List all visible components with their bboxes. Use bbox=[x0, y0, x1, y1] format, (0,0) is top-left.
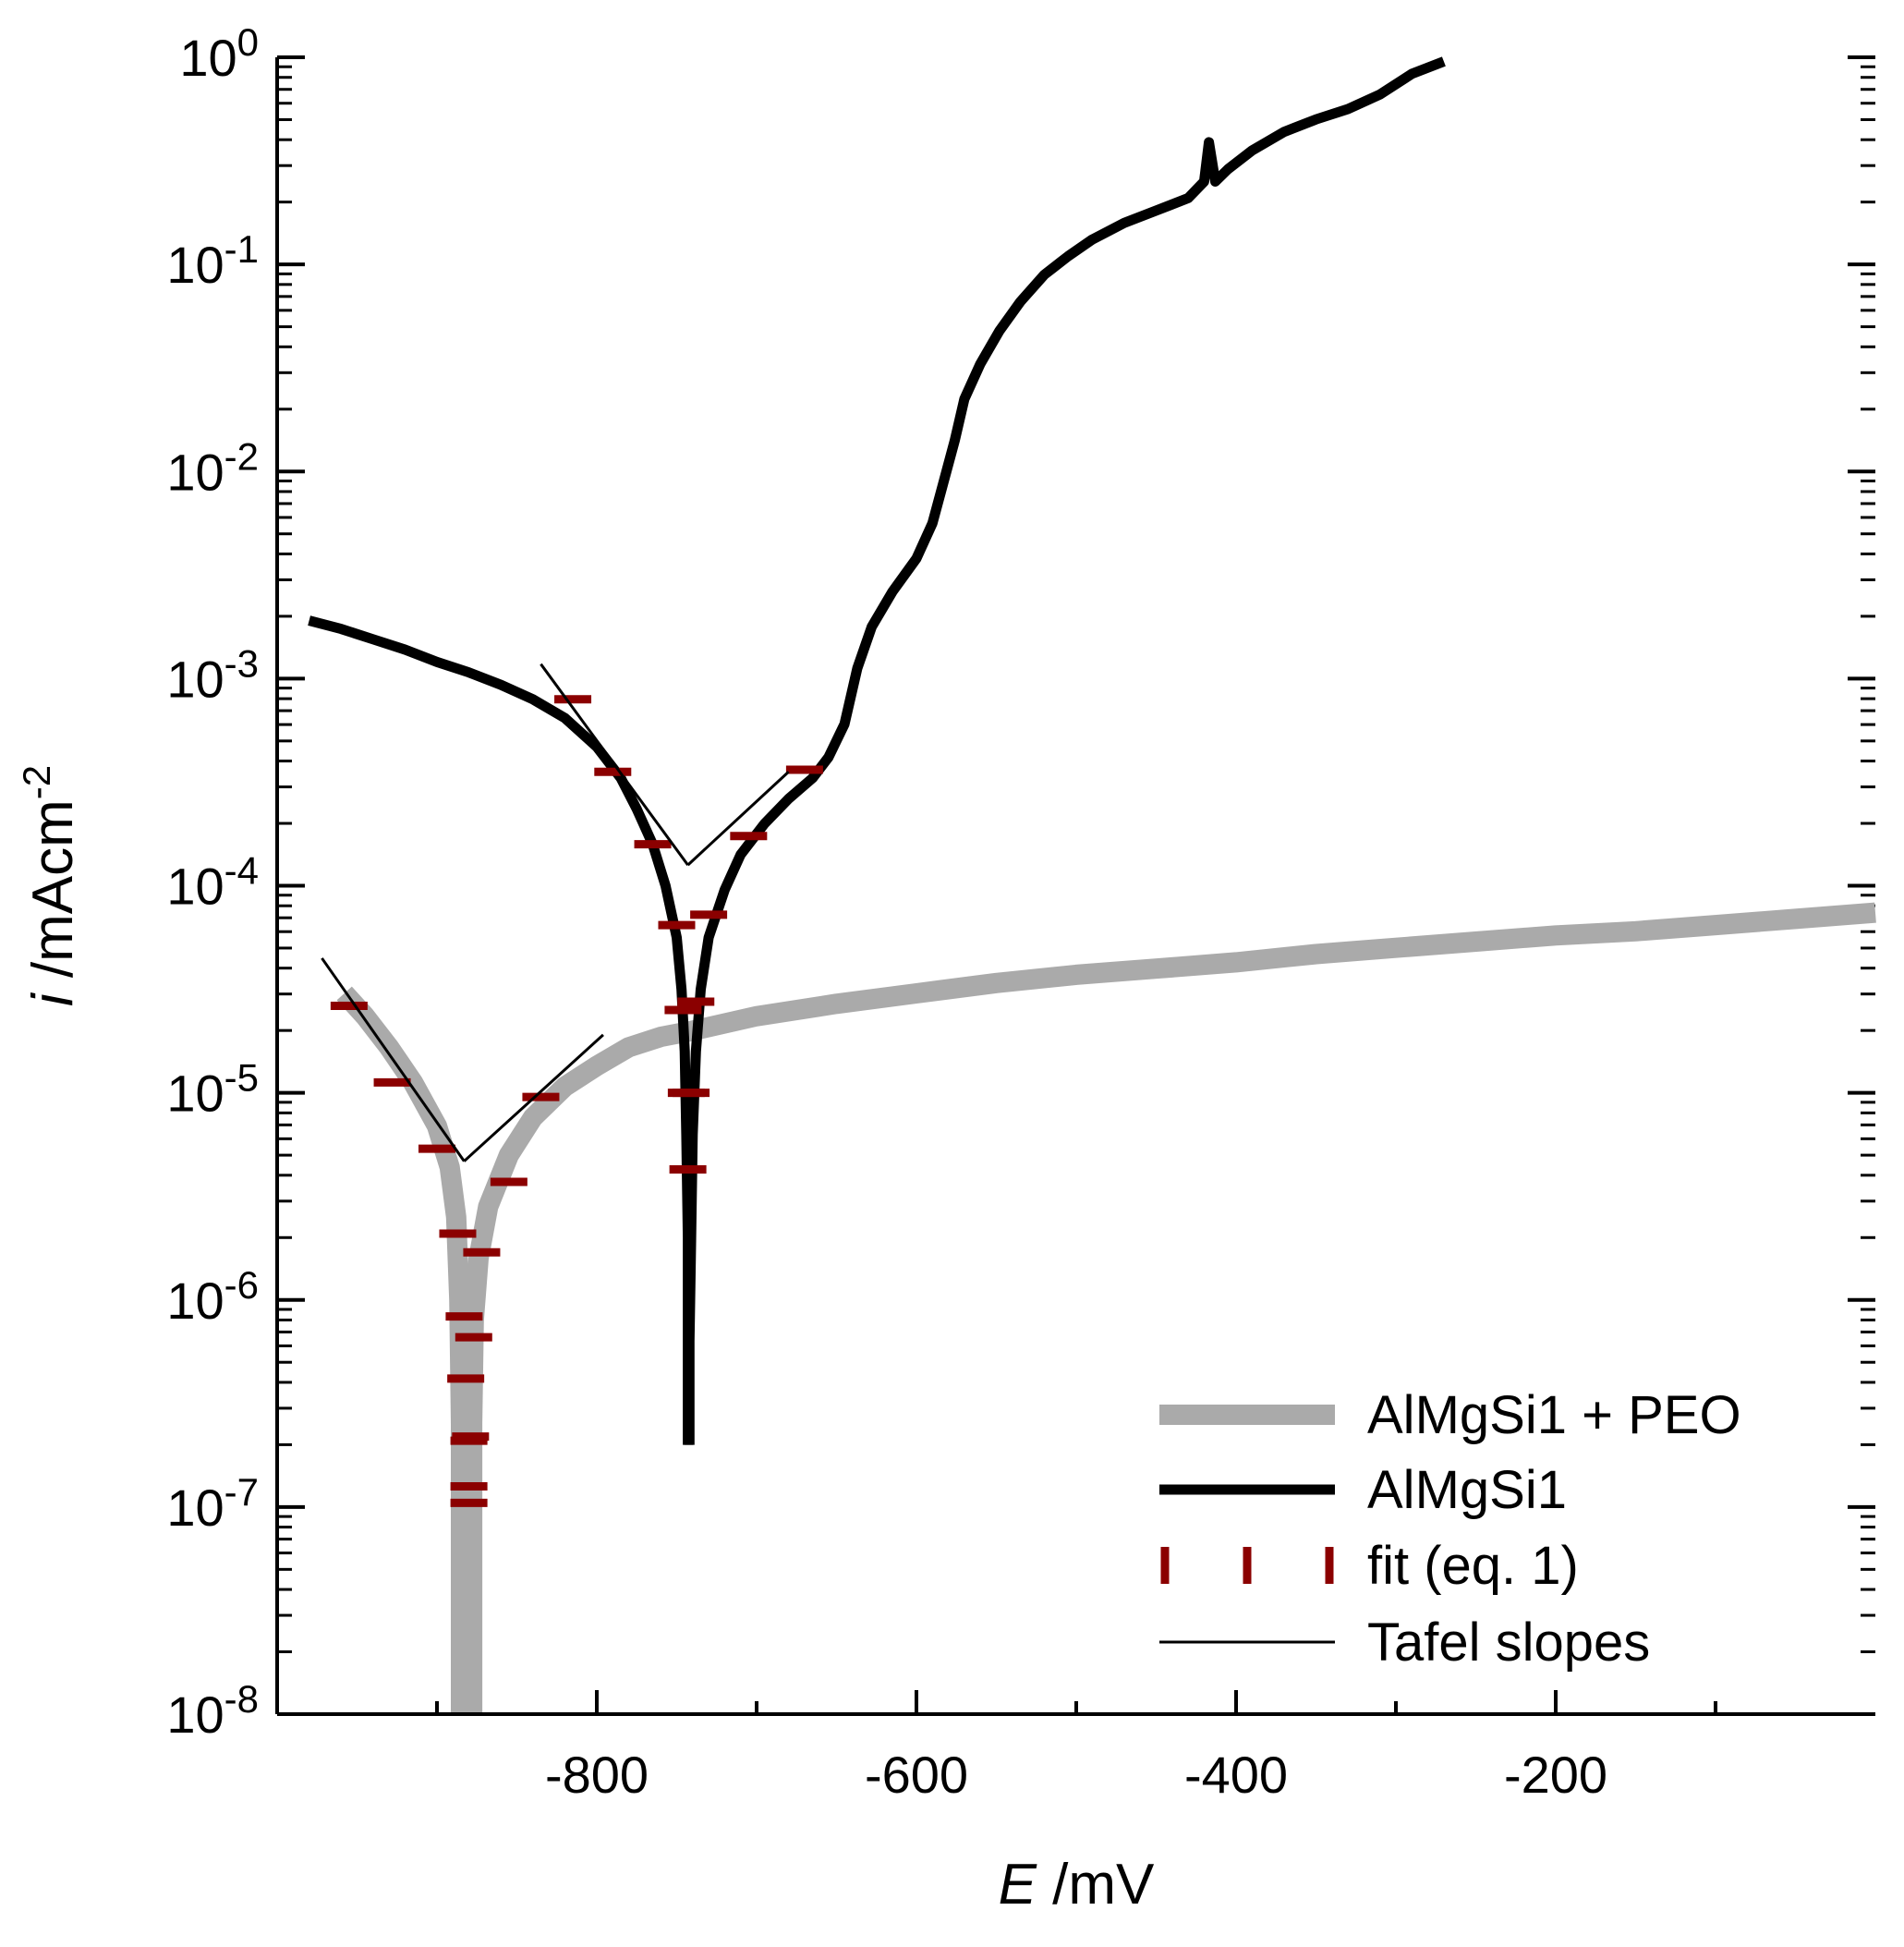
tafel-slope-line bbox=[321, 957, 466, 1162]
y-tick-label: 10-1 bbox=[166, 227, 259, 294]
y-tick-exponent: -2 bbox=[224, 434, 259, 478]
x-tick-label: -800 bbox=[545, 1746, 649, 1804]
data-series bbox=[308, 56, 1876, 1714]
tick-marks bbox=[277, 55, 1875, 1716]
y-tick-label: 10-5 bbox=[166, 1056, 259, 1123]
y-axis-unit-exponent: -2 bbox=[15, 765, 58, 799]
peo-curve bbox=[462, 902, 1876, 1714]
y-tick-base: 10 bbox=[166, 650, 224, 708]
y-tick-label: 10-4 bbox=[166, 849, 259, 916]
y-tick-label: 10-2 bbox=[166, 434, 259, 501]
y-tick-label: 10-7 bbox=[166, 1470, 259, 1537]
y-tick-label: 100 bbox=[179, 20, 259, 87]
legend-entry: Tafel slopes bbox=[1159, 1612, 1650, 1673]
x-axis-variable: E bbox=[999, 1853, 1037, 1917]
legend-label: AlMgSi1 + PEO bbox=[1367, 1385, 1741, 1445]
y-tick-base: 10 bbox=[166, 858, 224, 916]
x-tick-label: -400 bbox=[1184, 1746, 1288, 1804]
tafel-lines bbox=[321, 663, 790, 1162]
legend-label: Tafel slopes bbox=[1367, 1612, 1650, 1673]
legend-entry: fit (eq. 1) bbox=[1160, 1536, 1579, 1596]
x-tick-label: -600 bbox=[865, 1746, 968, 1804]
y-tick-exponent: -6 bbox=[224, 1263, 259, 1307]
legend-entry: AlMgSi1 bbox=[1159, 1460, 1567, 1520]
y-tick-exponent: -5 bbox=[224, 1056, 259, 1100]
peo-curve bbox=[336, 986, 471, 1714]
y-tick-exponent: -3 bbox=[224, 641, 259, 685]
y-tick-exponent: -7 bbox=[224, 1470, 259, 1514]
x-axis-unit: /mV bbox=[1037, 1853, 1155, 1917]
y-tick-base: 10 bbox=[166, 1685, 224, 1744]
y-tick-label: 10-6 bbox=[166, 1263, 259, 1330]
almgsi1-curve bbox=[308, 615, 694, 1445]
almgsi1-curve bbox=[684, 56, 1446, 1445]
legend: AlMgSi1 + PEO AlMgSi1 fit (eq. 1) Tafel slo… bbox=[1159, 1385, 1741, 1673]
x-tick-label: -200 bbox=[1504, 1746, 1607, 1804]
tafel-slope-line bbox=[463, 1033, 604, 1162]
legend-entry: AlMgSi1 + PEO bbox=[1159, 1385, 1741, 1445]
y-tick-label: 10-8 bbox=[166, 1677, 259, 1744]
x-axis-title: E /mV bbox=[999, 1853, 1155, 1917]
fit-markers bbox=[330, 695, 823, 1507]
legend-label: fit (eq. 1) bbox=[1367, 1536, 1579, 1596]
y-tick-base: 10 bbox=[166, 1065, 224, 1123]
y-tick-base: 10 bbox=[166, 236, 224, 294]
y-tick-base: 10 bbox=[166, 1272, 224, 1330]
tafel-slope-line bbox=[686, 771, 790, 867]
y-tick-exponent: -1 bbox=[224, 227, 259, 271]
legend-label: AlMgSi1 bbox=[1367, 1460, 1567, 1520]
y-axis-unit: /mAcm bbox=[21, 799, 85, 993]
y-tick-base: 10 bbox=[179, 29, 236, 87]
axes-frame bbox=[275, 57, 1875, 1716]
y-tick-label: 10-3 bbox=[166, 641, 259, 708]
y-tick-exponent: -4 bbox=[224, 849, 259, 893]
y-axis-variable: i bbox=[21, 992, 85, 1006]
x-tick-labels: -800 -600 -400 -200 bbox=[545, 1746, 1607, 1804]
y-tick-exponent: 0 bbox=[237, 20, 259, 64]
tafel-slope-line bbox=[540, 663, 689, 866]
y-tick-base: 10 bbox=[166, 443, 224, 501]
y-axis-title: i /mAcm-2 bbox=[15, 765, 85, 1006]
y-tick-base: 10 bbox=[166, 1479, 224, 1537]
y-tick-exponent: -8 bbox=[224, 1677, 259, 1721]
